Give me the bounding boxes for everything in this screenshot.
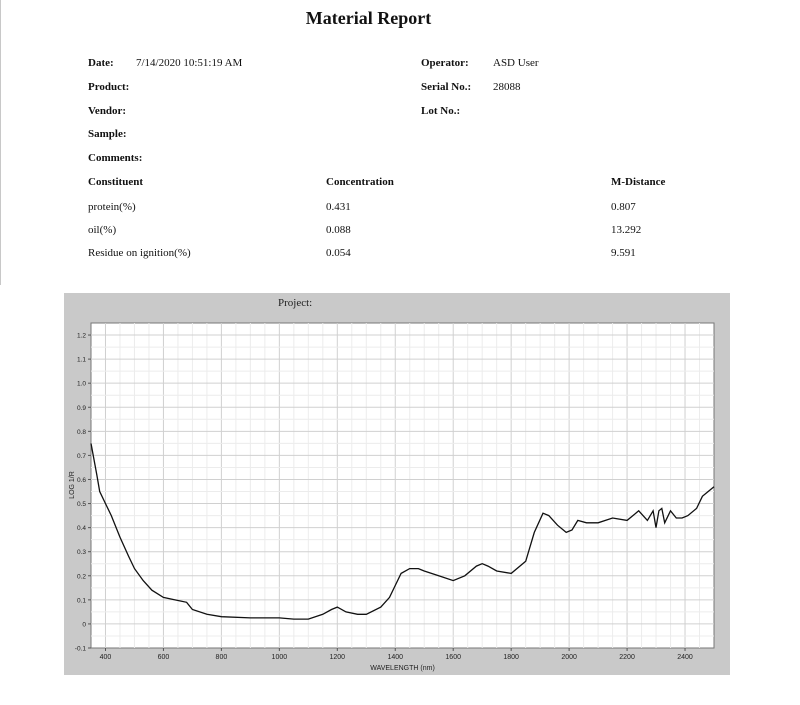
report-title: Material Report [305, 8, 432, 28]
x-tick-label: 2200 [619, 654, 635, 661]
operator-value: ASD User [493, 57, 539, 69]
y-tick-label: 1.0 [77, 381, 86, 388]
row-protein-name: protein(%) [88, 201, 136, 213]
x-tick-label: 2400 [677, 654, 693, 661]
x-tick-label: 1200 [330, 654, 346, 661]
header-constituent: Constituent [88, 176, 144, 188]
header-m-distance: M-Distance [611, 176, 666, 188]
y-tick-label: 1.1 [77, 357, 86, 364]
serial-value: 28088 [493, 81, 521, 93]
y-tick-label: 0.6 [77, 477, 86, 484]
chart-title: Project: [278, 297, 312, 309]
tick-layer: 400 600 800 1000 1200 1400 1600 1800 2000 2200 240… [75, 333, 693, 661]
row-oil-m-distance: 13.292 [611, 224, 642, 236]
y-axis-label: LOG 1/R [69, 471, 76, 499]
row-residue-name: Residue on ignition(%) [88, 247, 191, 259]
plot-area [90, 322, 715, 649]
comments-label: Comments: [88, 152, 143, 164]
grid-layer [91, 323, 714, 648]
x-tick-label: 1000 [272, 654, 288, 661]
y-tick-label: 0.3 [77, 549, 86, 556]
x-tick-label: 1400 [387, 654, 403, 661]
y-tick-label: 0 [82, 621, 86, 628]
date-value: 7/14/2020 10:51:19 AM [136, 57, 243, 69]
sample-label: Sample: [88, 128, 127, 140]
row-oil-name: oil(%) [88, 224, 117, 236]
spectrum-chart: Project: 400 600 800 1000 1200 1400 1600 1800 20… [64, 293, 730, 675]
spectrum-line [90, 443, 715, 620]
y-tick-label: 0.8 [77, 429, 86, 436]
y-tick-label: 0.4 [77, 525, 86, 532]
y-tick-label: 0.2 [77, 573, 86, 580]
x-tick-label: 800 [216, 654, 228, 661]
x-tick-label: 1600 [445, 654, 461, 661]
y-tick-label: 0.5 [77, 501, 86, 508]
operator-label: Operator: [421, 57, 469, 69]
x-tick-label: 1800 [503, 654, 519, 661]
date-label: Date: [88, 57, 114, 69]
spectrum-chart-svg: Project: 400 600 800 1000 1200 1400 1600 1800 20… [69, 297, 715, 672]
row-residue-m-distance: 9.591 [611, 247, 636, 259]
y-tick-label: 0.7 [77, 453, 86, 460]
product-label: Product: [88, 81, 130, 93]
row-protein-concentration: 0.431 [326, 201, 351, 213]
x-tick-label: 400 [100, 654, 112, 661]
row-oil-concentration: 0.088 [326, 224, 351, 236]
y-tick-label: 0.1 [77, 597, 86, 604]
x-axis-label: WAVELENGTH (nm) [370, 665, 435, 672]
y-tick-label: 1.2 [77, 333, 86, 340]
row-protein-m-distance: 0.807 [611, 201, 636, 213]
y-tick-label: -0.1 [75, 646, 87, 653]
page-left-border [0, 0, 1, 285]
row-residue-concentration: 0.054 [326, 247, 351, 259]
vendor-label: Vendor: [88, 105, 127, 117]
lot-label: Lot No.: [421, 105, 461, 117]
x-tick-label: 600 [158, 654, 170, 661]
header-concentration: Concentration [326, 176, 394, 188]
y-tick-label: 0.9 [77, 405, 86, 412]
x-tick-label: 2000 [561, 654, 577, 661]
serial-label: Serial No.: [421, 81, 472, 93]
